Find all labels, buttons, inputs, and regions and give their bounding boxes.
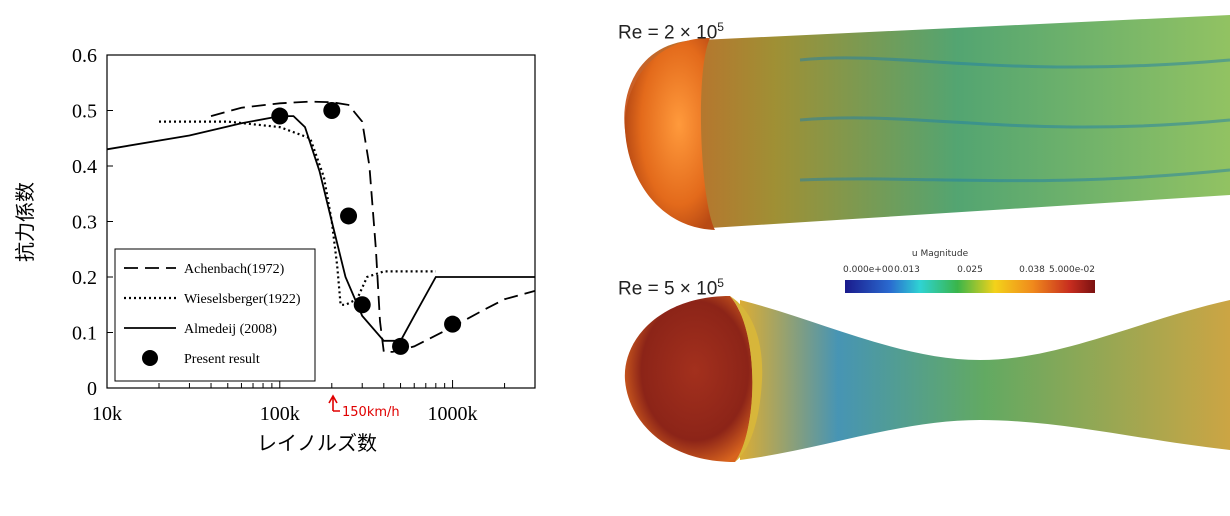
reynolds-label-top: Re = 2 × 105 xyxy=(618,20,724,44)
vortex-streaks-1 xyxy=(799,56,1230,183)
colorbar-title: u Magnitude xyxy=(912,249,969,259)
x-tick-labels: 10k 100k 1000k xyxy=(92,403,478,425)
y-tick-label: 0.6 xyxy=(72,45,97,67)
data-point xyxy=(271,107,289,125)
colorbar-gradient xyxy=(845,280,1095,293)
y-tick-label: 0.5 xyxy=(72,101,97,123)
speed-annotation: 150km/h xyxy=(328,394,400,420)
separation-ring xyxy=(730,296,763,462)
colorbar-tick: 0.013 xyxy=(894,265,920,275)
data-point xyxy=(323,102,341,119)
legend-label: Present result xyxy=(184,352,260,367)
chart-legend: Achenbach(1972) Wieselsberger(1922) Almede… xyxy=(114,248,316,382)
legend-label: Achenbach(1972) xyxy=(184,262,285,277)
legend-marker xyxy=(142,350,158,366)
x-tick-label: 1000k xyxy=(428,403,478,425)
y-tick-label: 0.4 xyxy=(72,156,97,178)
colorbar-tick: 0.000e+00 xyxy=(843,265,894,275)
chart-axis-ticks xyxy=(106,54,536,389)
colorbar: u Magnitude 0.000e+00 0.013 0.025 0.038 … xyxy=(843,249,1095,293)
re-label-exponent: 5 xyxy=(717,20,724,34)
legend-label: Almedeij (2008) xyxy=(184,322,277,337)
annotation-text: 150km/h xyxy=(342,405,400,420)
wake-region-2 xyxy=(740,300,1230,460)
x-axis-label: レイノルズ数 xyxy=(257,431,377,455)
series-line xyxy=(159,120,436,306)
vortex-images: u Magnitude 0.000e+00 0.013 0.025 0.038 … xyxy=(624,15,1230,462)
y-tick-label: 0.3 xyxy=(72,212,97,234)
re-label-text: Re = 2 × 10 xyxy=(618,22,718,44)
series-line xyxy=(210,100,536,353)
colorbar-tick: 5.000e-02 xyxy=(1049,265,1095,275)
y-tick-label: 0.2 xyxy=(72,267,97,289)
legend-label: Wieselsberger(1922) xyxy=(184,292,301,307)
cfd-visualization: u Magnitude 0.000e+00 0.013 0.025 0.038 … xyxy=(600,0,1230,511)
x-tick-label: 10k xyxy=(92,403,122,425)
y-tick-labels: 0 0.1 0.2 0.3 0.4 0.5 0.6 xyxy=(72,45,97,400)
series-line xyxy=(106,115,535,342)
drag-coefficient-chart: 00.10.20.30.40.50.6 10k 100k 1000k レイノルズ数 … xyxy=(13,45,536,455)
y-tick-label: 0 xyxy=(87,378,97,400)
reynolds-label-bottom: Re = 5 × 105 xyxy=(618,276,724,300)
data-point xyxy=(444,315,462,333)
x-tick-label: 100k xyxy=(260,403,300,425)
re-label-text: Re = 5 × 10 xyxy=(618,278,718,300)
chart-series xyxy=(106,100,536,355)
data-point xyxy=(353,296,371,314)
sphere-2 xyxy=(624,296,753,462)
annotation-arrow xyxy=(328,394,340,412)
colorbar-tick: 0.038 xyxy=(1019,265,1045,275)
y-tick-label: 0.1 xyxy=(72,323,97,345)
y-axis-label: 抗力係数 xyxy=(13,182,37,262)
plot-frame xyxy=(106,54,536,389)
colorbar-tick: 0.025 xyxy=(957,265,983,275)
data-point xyxy=(392,337,410,355)
re-label-exponent: 5 xyxy=(717,276,724,290)
sphere-1 xyxy=(624,38,715,230)
vortex-panel-low-re xyxy=(624,15,1230,230)
data-point xyxy=(340,207,358,225)
vortex-panel-high-re xyxy=(624,296,1230,462)
